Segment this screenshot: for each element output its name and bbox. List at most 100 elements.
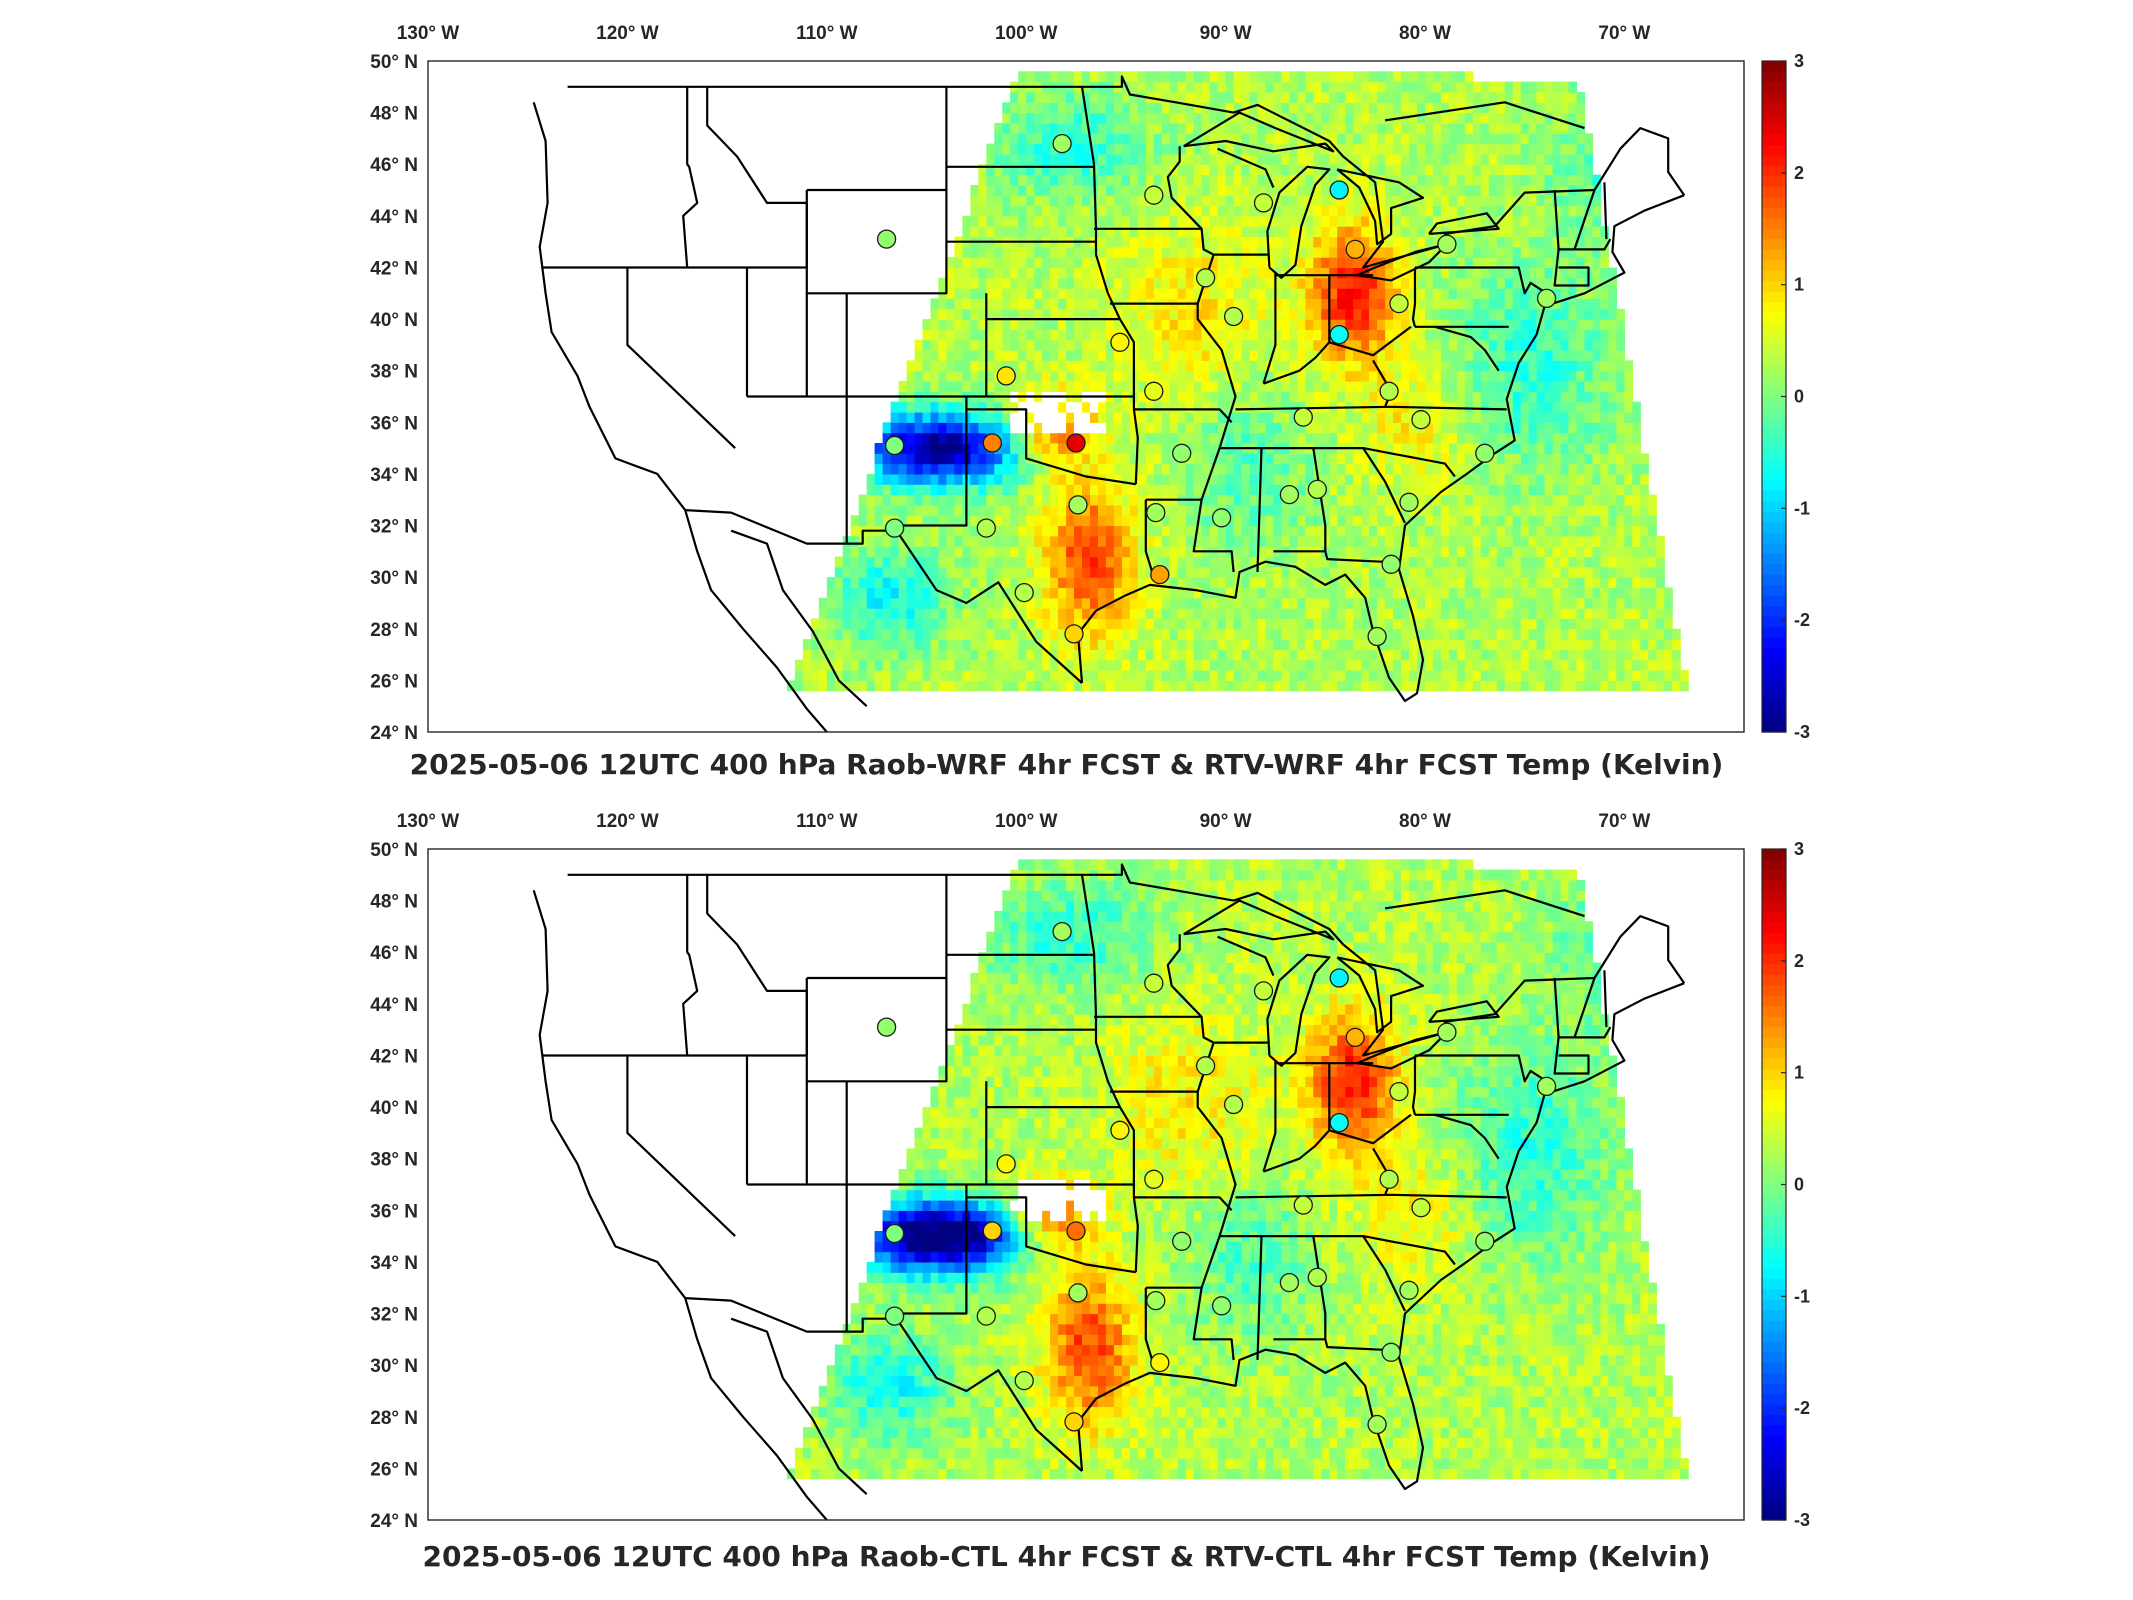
field-cell [1209, 473, 1219, 485]
field-cell [1297, 577, 1306, 589]
field-cell [994, 587, 1003, 599]
field-cell [970, 339, 979, 351]
field-cell [842, 566, 852, 578]
field-cell [1121, 205, 1131, 217]
field-cell [1002, 195, 1011, 207]
field-cell [1512, 329, 1522, 341]
field-cell [1074, 339, 1083, 351]
field-cell [1090, 515, 1099, 527]
field-cell [1321, 597, 1330, 609]
field-cell [1098, 329, 1107, 341]
field-cell [1361, 277, 1370, 289]
field-cell [1249, 360, 1259, 372]
field-cell [1401, 143, 1410, 155]
field-cell [1225, 463, 1235, 475]
field-cell [946, 680, 955, 692]
field-cell [1201, 453, 1211, 465]
field-cell [1305, 174, 1314, 186]
field-cell [1105, 680, 1115, 692]
field-cell [1026, 535, 1035, 547]
field-cell [1201, 184, 1211, 196]
field-cell [882, 649, 892, 661]
field-cell [1329, 535, 1338, 547]
field-cell [1050, 164, 1059, 176]
field-cell [1105, 556, 1115, 568]
field-cell [1026, 618, 1035, 630]
field-cell [1544, 422, 1554, 434]
field-cell [1026, 566, 1035, 578]
field-cell [1369, 391, 1378, 403]
field-cell [1337, 412, 1346, 423]
field-cell [1265, 339, 1275, 351]
field-cell [1425, 164, 1434, 176]
field-cell [1177, 288, 1187, 299]
field-cell [1002, 535, 1011, 547]
field-cell [930, 463, 940, 475]
field-cell [1217, 494, 1227, 506]
field-cell [1464, 618, 1474, 630]
field-cell [1600, 412, 1609, 423]
field-cell [970, 381, 979, 392]
field-cell [1472, 277, 1482, 289]
field-cell [1345, 298, 1354, 310]
field-cell [1026, 525, 1035, 537]
field-cell [938, 453, 947, 465]
field-cell [1042, 370, 1051, 382]
field-cell [1432, 236, 1442, 248]
field-cell [818, 597, 828, 609]
field-cell [994, 546, 1003, 558]
field-cell [1217, 319, 1227, 330]
field-cell [970, 659, 979, 671]
field-cell [1121, 546, 1131, 558]
field-cell [1496, 463, 1506, 475]
field-cell [1153, 360, 1163, 372]
field-cell [1169, 288, 1179, 299]
field-cell [1361, 412, 1370, 423]
field-cell [1544, 453, 1554, 465]
field-cell [1520, 525, 1530, 537]
field-cell [1401, 246, 1410, 258]
field-cell [1528, 381, 1538, 392]
field-cell [1113, 401, 1123, 413]
field-cell [1082, 360, 1091, 372]
field-cell [1042, 473, 1051, 485]
field-cell [1409, 546, 1418, 558]
field-cell [1608, 412, 1617, 423]
field-cell [1425, 339, 1434, 351]
field-cell [1185, 329, 1195, 341]
field-cell [818, 680, 828, 692]
field-cell [866, 639, 876, 650]
field-cell [938, 628, 947, 640]
field-cell [834, 566, 844, 578]
field-cell [858, 639, 868, 650]
field-cell [1385, 308, 1394, 320]
field-cell [1105, 618, 1115, 630]
field-cell [1161, 205, 1171, 217]
field-cell [930, 556, 940, 568]
field-cell [1082, 195, 1091, 207]
field-cell [1105, 215, 1115, 227]
field-cell [906, 587, 916, 599]
field-cell [1018, 288, 1027, 299]
field-cell [1145, 608, 1155, 619]
field-cell [1249, 288, 1259, 299]
field-cell [1624, 360, 1633, 372]
field-cell [1520, 649, 1530, 661]
field-cell [1385, 143, 1394, 155]
field-cell [1026, 484, 1035, 496]
field-cell [1361, 608, 1370, 619]
field-cell [794, 659, 804, 671]
field-cell [1448, 649, 1458, 661]
field-cell [1034, 628, 1043, 640]
field-cell [1624, 680, 1633, 692]
field-cell [1090, 546, 1099, 558]
field-cell [826, 587, 836, 599]
field-cell [1369, 298, 1378, 310]
field-cell [1624, 504, 1633, 516]
field-cell [1425, 670, 1434, 681]
field-cell [994, 164, 1003, 176]
field-cell [1480, 236, 1490, 248]
field-cell [1608, 618, 1617, 630]
field-cell [1297, 504, 1306, 516]
field-cell [1496, 659, 1506, 671]
